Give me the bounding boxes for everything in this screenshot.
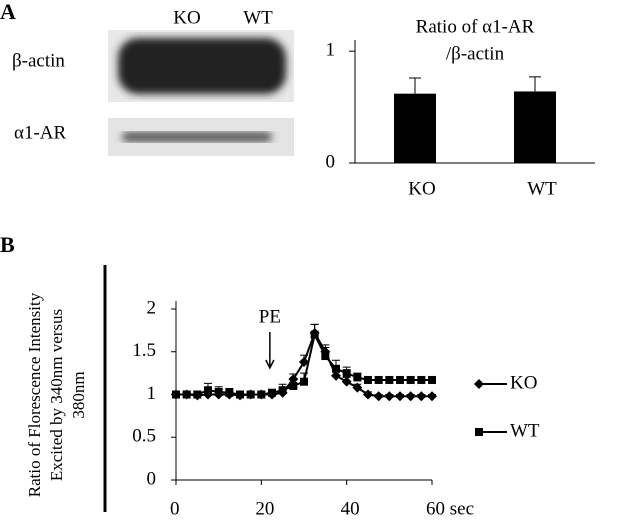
y-tick-label: 0: [147, 468, 157, 489]
marker: [299, 357, 309, 368]
marker: [342, 369, 351, 378]
y-tick-label: 1.5: [132, 340, 156, 361]
annotation: PE: [259, 306, 281, 327]
marker: [268, 388, 276, 397]
y-tick-label: 2: [147, 297, 157, 318]
marker: [417, 375, 426, 384]
blot-band: [122, 132, 272, 142]
x-tick-label: 60 sec: [426, 498, 474, 519]
marker: [396, 375, 404, 384]
marker: [310, 330, 319, 339]
x-tick-label: KO: [408, 178, 435, 199]
marker: [214, 387, 223, 396]
marker: [257, 390, 266, 399]
panel-label: B: [0, 232, 15, 257]
y-axis-label: Excited by 340nm versus: [47, 309, 66, 481]
bar: [394, 93, 436, 163]
x-tick-label: 20: [255, 498, 274, 519]
marker: [331, 370, 341, 381]
marker: [352, 382, 363, 393]
x-tick-label: 40: [341, 498, 360, 519]
blot-row: β-actin: [12, 50, 65, 71]
marker: [236, 390, 244, 399]
blot-column: KO: [173, 7, 200, 28]
marker: [384, 391, 395, 402]
marker: [278, 386, 287, 395]
y-axis-label: Ratio of Florescence Intensity: [25, 292, 44, 497]
blot-row: α1-AR: [14, 122, 67, 143]
error-bar: [409, 77, 421, 94]
marker: [374, 375, 383, 384]
marker: [225, 388, 234, 397]
marker: [416, 391, 427, 402]
legend-marker: [475, 428, 483, 436]
y-tick-label: 0: [326, 151, 336, 172]
marker: [300, 377, 308, 386]
marker: [193, 390, 202, 399]
marker: [353, 373, 362, 382]
y-tick-label: 1: [147, 383, 157, 404]
marker: [332, 364, 340, 373]
marker: [373, 391, 384, 402]
marker: [395, 391, 405, 402]
blot-band: [118, 38, 286, 94]
marker: [321, 352, 330, 361]
marker: [246, 390, 255, 399]
error-bar: [529, 76, 541, 92]
x-tick-label: WT: [527, 178, 557, 199]
x-tick-label: 0: [170, 498, 180, 519]
chart-title: /β-actin: [446, 43, 505, 64]
marker: [405, 391, 416, 402]
annotation-arrow: [265, 332, 275, 370]
marker: [428, 375, 436, 384]
marker: [427, 391, 437, 402]
marker: [289, 381, 298, 390]
marker: [172, 390, 180, 399]
marker: [204, 386, 212, 395]
legend-label: WT: [510, 420, 540, 441]
marker: [182, 390, 191, 399]
y-tick-label: 0.5: [132, 426, 156, 447]
marker: [406, 375, 415, 384]
marker: [341, 376, 352, 387]
chart-title: Ratio of α1-AR: [416, 16, 535, 37]
marker: [364, 375, 372, 384]
y-tick-label: 1: [326, 40, 336, 61]
panel-label: A: [0, 0, 16, 24]
marker: [385, 375, 394, 384]
bar: [514, 91, 556, 163]
legend-marker: [474, 379, 484, 389]
marker: [363, 389, 373, 400]
y-axis-label: 380nm: [69, 371, 88, 418]
blot-column: WT: [243, 7, 273, 28]
legend-label: KO: [510, 372, 537, 393]
